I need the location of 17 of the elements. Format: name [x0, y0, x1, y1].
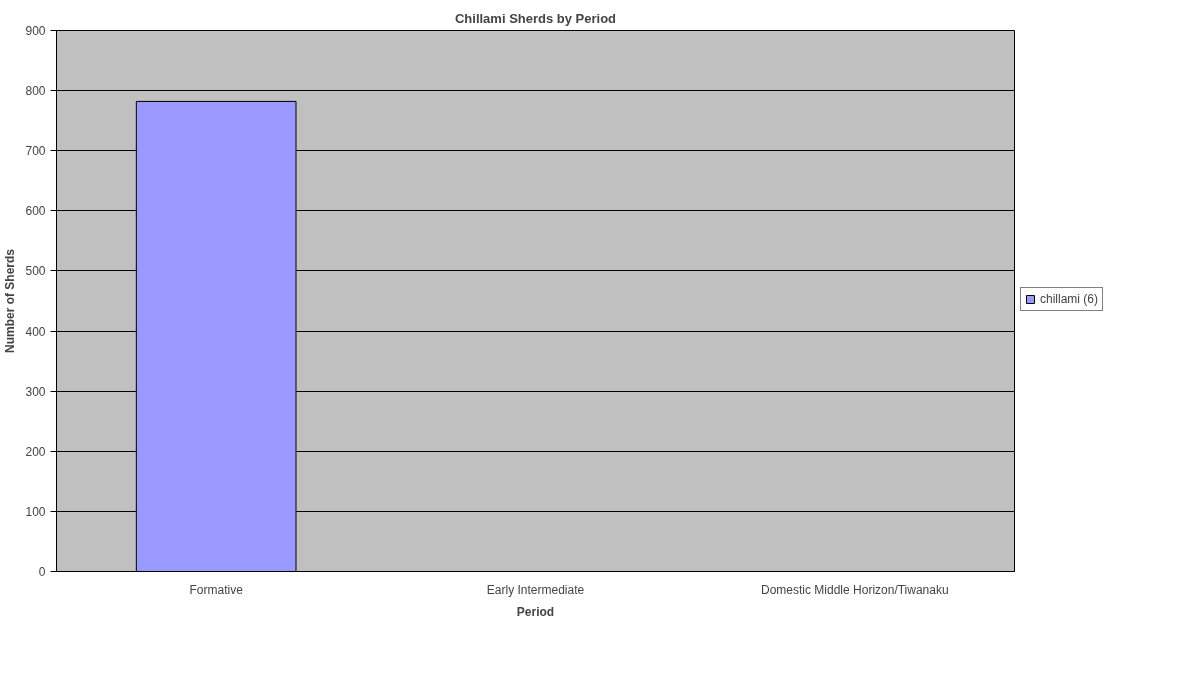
- y-tick-label: 700: [25, 144, 46, 159]
- y-tick-label: 300: [25, 384, 46, 399]
- chart-title: Chillami Sherds by Period: [454, 10, 617, 26]
- y-tick-label: 900: [25, 24, 46, 38]
- y-tick-label: 200: [25, 444, 46, 459]
- y-tick-label: 800: [25, 84, 46, 99]
- y-tick-label: 100: [25, 504, 46, 519]
- y-tick-label: 500: [25, 264, 46, 279]
- x-tick-label: Domestic Middle Horizon/Tiwanaku: [761, 582, 949, 597]
- x-tick-label: Early Intermediate: [486, 582, 585, 597]
- y-tick-label: 600: [25, 204, 46, 219]
- x-tick-label: Formative: [189, 582, 244, 597]
- y-axis-title: Number of Sherds: [3, 248, 18, 354]
- legend-label: chillami (6): [1040, 292, 1099, 306]
- y-tick-label: 400: [25, 324, 46, 339]
- y-tick-label: 0: [38, 565, 46, 579]
- x-axis-title: Period: [516, 604, 555, 619]
